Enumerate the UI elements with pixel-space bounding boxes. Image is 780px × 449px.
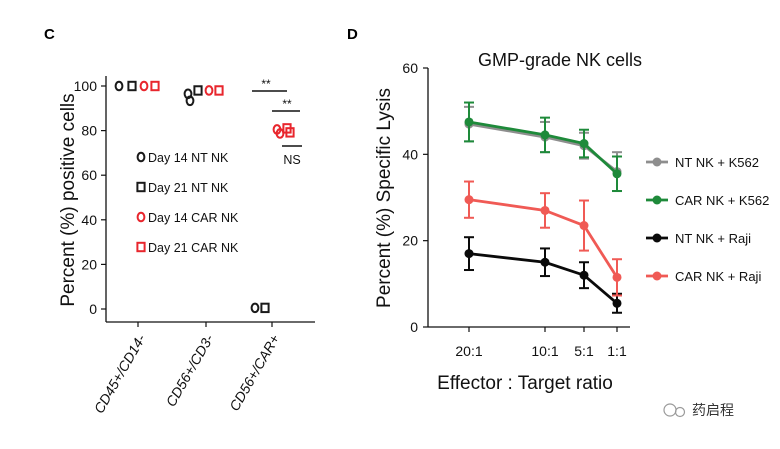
panel-d-point bbox=[464, 195, 474, 205]
panel-d-point bbox=[579, 270, 589, 280]
panel-c-label: C bbox=[44, 26, 55, 43]
panel-d-series-2 bbox=[464, 236, 622, 314]
panel-d-x-ticks: 20:1 10:1 5:1 1:1 bbox=[455, 327, 627, 359]
panel-d-legend-label: NT NK + K562 bbox=[675, 155, 759, 170]
panel-d-point bbox=[464, 117, 474, 127]
panel-d-point bbox=[540, 205, 550, 215]
panel-c-point bbox=[150, 80, 160, 92]
panel-c-x-tick-label: CD56+/CD3- bbox=[162, 331, 216, 409]
panel-c-point bbox=[185, 95, 195, 107]
panel-d-x-tick-label: 1:1 bbox=[607, 343, 627, 359]
panel-d-y-tick-label: 40 bbox=[402, 146, 418, 162]
panel-c-point bbox=[193, 85, 203, 96]
panel-c-y-tick-label: 80 bbox=[81, 123, 97, 139]
panel-c-sig-label: ** bbox=[261, 77, 271, 91]
panel-c-point bbox=[214, 85, 224, 96]
panel-d-y-label: Percent (%) Specific Lysis bbox=[374, 88, 395, 308]
panel-d-label: D bbox=[347, 26, 358, 43]
panel-d-series-line bbox=[468, 198, 619, 279]
panel-c-legend-label: Day 21 CAR NK bbox=[148, 241, 239, 255]
panel-c-points bbox=[114, 80, 295, 314]
panel-d-y-tick-label: 60 bbox=[402, 60, 418, 76]
panel-d-legend-label: CAR NK + Raji bbox=[675, 269, 761, 284]
panel-c-y-tick-label: 60 bbox=[81, 167, 97, 183]
panel-d-x-tick-label: 10:1 bbox=[531, 343, 558, 359]
panel-c-x-tick-label: CD45+/CD14- bbox=[91, 331, 149, 416]
panel-d-point bbox=[612, 272, 622, 282]
panel-c-legend-marker bbox=[136, 181, 146, 193]
panel-c-x-tick-label: CD56+/CAR+ bbox=[226, 332, 283, 414]
panel-d-point bbox=[579, 139, 589, 149]
panel-d-point bbox=[612, 169, 622, 179]
panel-d-legend-marker bbox=[652, 233, 662, 243]
panel-d-point bbox=[540, 130, 550, 140]
panel-c-sig-label: NS bbox=[283, 153, 300, 167]
panel-d-x-tick-label: 5:1 bbox=[574, 343, 594, 359]
panel-c-legend-label: Day 14 CAR NK bbox=[148, 211, 239, 225]
panel-d-legend-marker bbox=[652, 271, 662, 281]
panel-d-series-3 bbox=[464, 180, 622, 297]
panel-c-legend-marker bbox=[136, 241, 146, 253]
panel-d-series-1 bbox=[464, 101, 622, 193]
panel-d-y-tick-label: 0 bbox=[410, 319, 418, 335]
panel-d-legend-marker bbox=[652, 195, 662, 205]
panel-c-point bbox=[204, 85, 214, 96]
panel-d-legend-label: NT NK + Raji bbox=[675, 231, 751, 246]
panel-d-series-line bbox=[468, 120, 618, 175]
watermark-logo-icon bbox=[663, 403, 677, 417]
panel-d-point bbox=[540, 257, 550, 267]
panel-c-legend: Day 14 NT NK Day 21 NT NK Day 14 CAR NK Day… bbox=[136, 151, 239, 255]
panel-c-y-ticks: 100 80 60 40 20 0 bbox=[74, 78, 106, 317]
panel-c-legend-marker bbox=[136, 151, 146, 163]
panel-d-axes bbox=[427, 68, 630, 328]
panel-c-y-label: Percent (%) positive cells bbox=[58, 93, 79, 306]
panel-c-legend-marker bbox=[136, 211, 146, 223]
panel-d-x-label: Effector : Target ratio bbox=[437, 373, 613, 394]
panel-c-axes bbox=[105, 76, 315, 323]
panel-d-x-tick-label: 20:1 bbox=[455, 343, 482, 359]
panel-c-y-tick-label: 100 bbox=[74, 78, 98, 94]
panel-c-sig-label: ** bbox=[282, 97, 292, 111]
panel-c-legend-label: Day 21 NT NK bbox=[148, 181, 229, 195]
panel-c-point bbox=[114, 80, 124, 92]
panel-d-series-line bbox=[468, 252, 618, 305]
panel-d-y-ticks: 60 40 20 0 bbox=[402, 60, 428, 335]
panel-c-y-tick-label: 40 bbox=[81, 212, 97, 228]
panel-c-point bbox=[250, 302, 260, 314]
panel-c-point bbox=[285, 127, 295, 138]
panel-c-point bbox=[139, 80, 149, 92]
panel-c-point bbox=[127, 80, 137, 92]
panel-c-point bbox=[260, 302, 270, 314]
panel-c-x-ticks: CD45+/CD14- CD56+/CD3- CD56+/CAR+ bbox=[91, 322, 283, 416]
panel-d-legend-label: CAR NK + K562 bbox=[675, 193, 769, 208]
watermark: 药启程 bbox=[663, 402, 734, 418]
panel-c-y-tick-label: 20 bbox=[81, 256, 97, 272]
panel-d-title: GMP-grade NK cells bbox=[478, 50, 642, 70]
panel-d-point bbox=[579, 221, 589, 231]
panel-d-series bbox=[464, 101, 622, 314]
panel-d-legend-marker bbox=[652, 157, 662, 167]
watermark-logo-icon-small bbox=[674, 406, 686, 418]
watermark-text: 药启程 bbox=[692, 402, 734, 418]
panel-d-point bbox=[464, 249, 474, 259]
panel-d-y-tick-label: 20 bbox=[402, 233, 418, 249]
panel-c-annotations: ** ** NS bbox=[252, 77, 302, 167]
panel-c-y-tick-label: 0 bbox=[89, 301, 97, 317]
panel-d-series-0 bbox=[464, 105, 622, 193]
panel-d-legend: NT NK + K562 CAR NK + K562 NT NK + Raji CAR… bbox=[646, 155, 769, 284]
panel-c-legend-label: Day 14 NT NK bbox=[148, 151, 229, 165]
panel-d-point bbox=[612, 298, 622, 308]
